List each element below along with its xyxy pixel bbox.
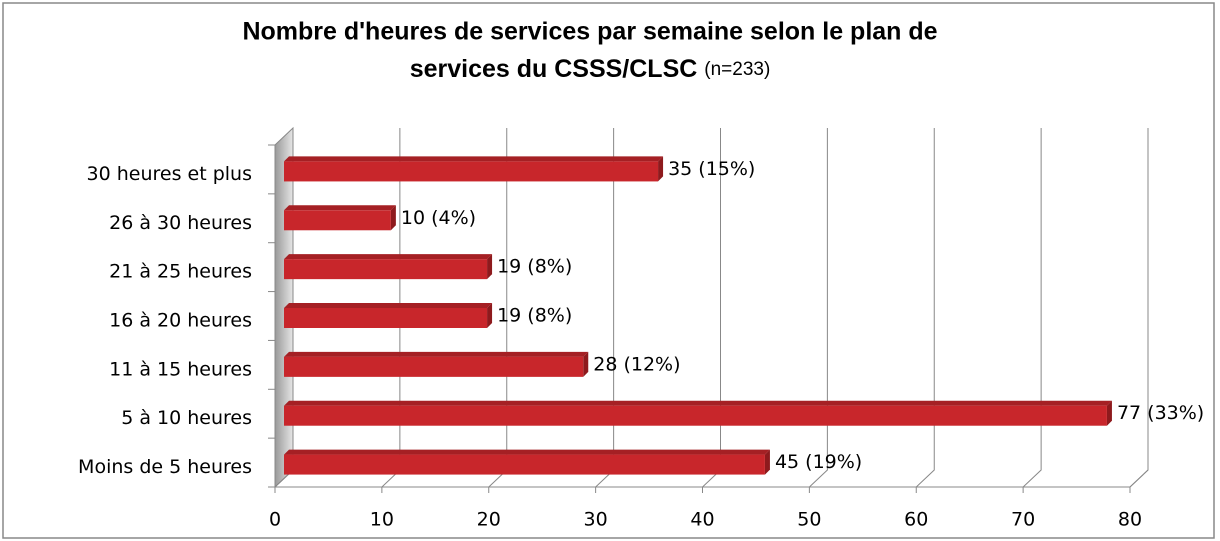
grid-line	[1129, 128, 1149, 488]
y-tick-label: Moins de 5 heures	[78, 456, 252, 478]
chart-title: services du CSSS/CLSC (n=233)	[410, 55, 771, 83]
bar	[284, 210, 391, 231]
bar-top	[284, 351, 589, 357]
bar-top	[284, 449, 770, 455]
bar	[284, 405, 1107, 426]
bar-side	[764, 449, 770, 475]
value-label: 35 (15%)	[668, 158, 755, 180]
bar-top	[284, 156, 664, 162]
x-tick-label: 70	[1011, 509, 1035, 531]
chart-title-line: services du CSSS/CLSC	[410, 55, 698, 83]
bar-top	[284, 400, 1112, 406]
bar-top	[284, 205, 396, 211]
x-tick-label: 30	[584, 509, 608, 531]
x-tick-label: 50	[797, 509, 821, 531]
chart-subtitle: (n=233)	[704, 59, 770, 80]
x-tick-label: 10	[370, 509, 394, 531]
bar-side	[583, 351, 589, 377]
grid-line	[915, 128, 935, 488]
bar-side	[658, 156, 664, 182]
value-label: 19 (8%)	[497, 256, 572, 278]
bar-side	[390, 205, 396, 231]
bar	[284, 259, 488, 280]
bar-side	[1106, 400, 1112, 426]
y-tick-label: 30 heures et plus	[87, 163, 252, 185]
bar	[284, 161, 659, 182]
bar-side	[487, 254, 493, 280]
value-label: 19 (8%)	[497, 305, 572, 327]
value-label: 28 (12%)	[593, 353, 680, 375]
bar-side	[487, 303, 493, 328]
y-tick-label: 21 à 25 heures	[109, 261, 252, 283]
bar	[284, 454, 765, 475]
x-tick-label: 60	[904, 509, 928, 531]
bar	[284, 356, 584, 377]
y-tick-label: 11 à 15 heures	[109, 358, 252, 380]
chart-title: Nombre d'heures de services par semaine …	[242, 18, 937, 46]
y-tick-label: 16 à 20 heures	[109, 310, 252, 332]
x-tick-label: 20	[477, 509, 501, 531]
value-label: 10 (4%)	[401, 207, 476, 229]
bar	[284, 308, 488, 328]
bar-top	[284, 303, 493, 308]
y-tick-label: 26 à 30 heures	[109, 212, 252, 234]
grid-line	[1022, 128, 1042, 488]
bar-top	[284, 254, 493, 260]
value-label: 77 (33%)	[1117, 402, 1204, 424]
grid-line	[809, 128, 828, 488]
y-tick-label: 5 à 10 heures	[121, 407, 252, 429]
value-label: 45 (19%)	[775, 451, 862, 473]
x-tick-label: 40	[690, 509, 714, 531]
x-tick-label: 0	[269, 509, 281, 531]
x-tick-label: 80	[1118, 509, 1142, 531]
